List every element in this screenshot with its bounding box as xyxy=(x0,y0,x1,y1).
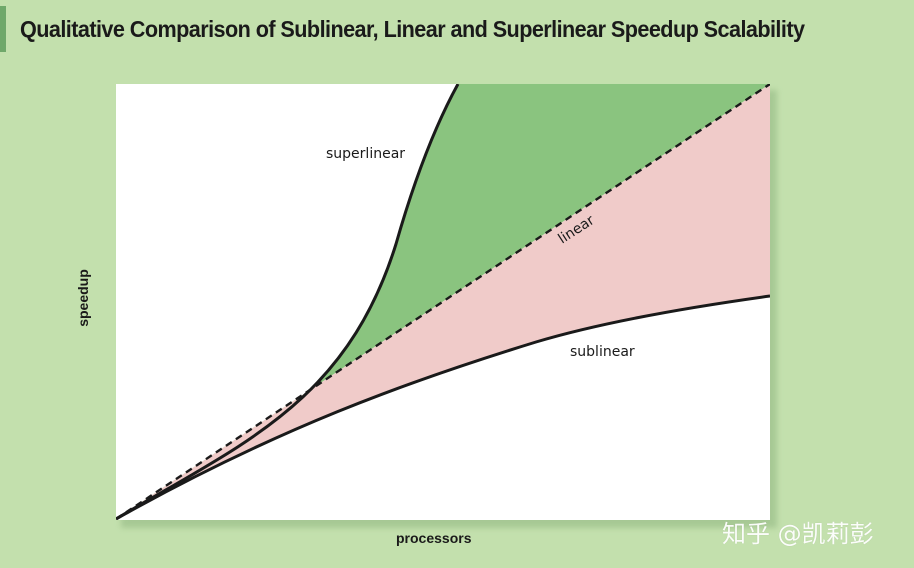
plot-area: superlinear linear sublinear xyxy=(116,84,770,520)
x-axis-label: processors xyxy=(396,530,472,546)
superlinear-label: superlinear xyxy=(326,146,405,162)
y-axis-label: speedup xyxy=(74,269,91,327)
watermark: 知乎 @凯莉彭 xyxy=(722,520,874,548)
superlinear-curve xyxy=(116,84,460,520)
title-bar: Qualitative Comparison of Sublinear, Lin… xyxy=(0,6,914,52)
linear-line xyxy=(116,84,770,520)
sublinear-label: sublinear xyxy=(570,344,635,360)
sublinear-curve xyxy=(116,294,770,520)
chart-title: Qualitative Comparison of Sublinear, Lin… xyxy=(20,16,805,42)
